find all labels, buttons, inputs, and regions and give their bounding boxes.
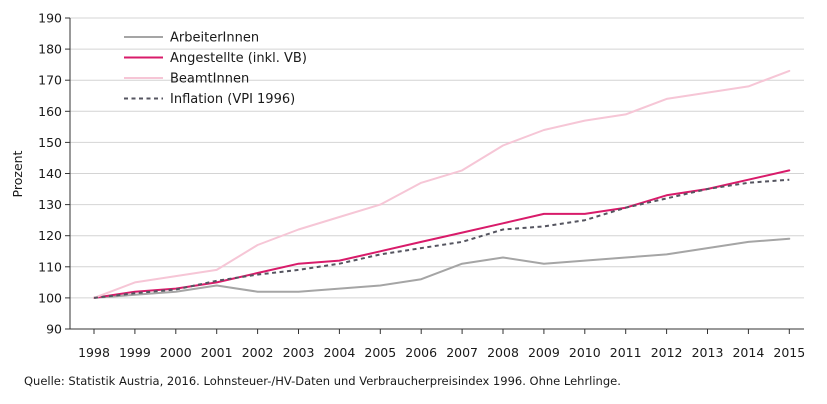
series-line-angestellte-inkl-vb [93,169,791,299]
y-tick-label: 100 [38,290,62,305]
series-lines [93,69,791,299]
legend-label: ArbeiterInnen [170,31,259,46]
y-tick-label: 160 [38,104,62,119]
x-tick-label: 2013 [692,345,724,360]
y-tick-label: 130 [38,197,62,212]
y-tick-label: 150 [38,135,62,150]
series-line-arbeiterinnen [93,237,791,299]
x-tick-label: 2005 [364,345,396,360]
y-axis-title: Prozent [10,150,25,197]
gridlines [70,17,804,330]
y-tick-label: 180 [38,42,62,57]
x-tick-label: 2004 [323,345,355,360]
x-tick-label: 2011 [610,345,642,360]
x-tick-label: 2008 [487,345,519,360]
legend-label: Angestellte (inkl. VB) [170,51,307,66]
x-tick-label: 2007 [446,345,478,360]
y-tick-label: 120 [38,228,62,243]
legend-label: BeamtInnen [170,72,249,87]
y-tick-label: 170 [38,73,62,88]
x-tick-label: 2014 [732,345,764,360]
x-axis: 1998 1999 2000 2001 2002 2003 2004 2005 2006 2007… [70,328,805,360]
x-tick-label: 2015 [773,345,805,360]
x-tick-label: 2010 [569,345,601,360]
y-tick-label: 140 [38,166,62,181]
source-note: Quelle: Statistik Austria, 2016. Lohnste… [24,374,621,388]
y-axis: 90 100 110 120 130 140 150 160 170 180 190 [38,11,71,337]
x-tick-label: 2003 [283,345,315,360]
y-tick-label: 190 [38,11,62,26]
series-line-beamtinnen [93,69,791,299]
legend-label: Inflation (VPI 1996) [170,92,295,107]
x-tick-label: 2002 [242,345,274,360]
legend: ArbeiterInnen Angestellte (inkl. VB) Beamt… [124,31,307,107]
x-tick-label: 1998 [78,345,110,360]
x-tick-label: 2012 [651,345,683,360]
x-tick-label: 2001 [201,345,233,360]
y-tick-label: 90 [46,322,62,337]
x-tick-label: 2009 [528,345,560,360]
x-tick-label: 2000 [160,345,192,360]
series-line-inflation-vpi-1996 [93,178,790,299]
x-tick-label: 2006 [405,345,437,360]
y-tick-label: 110 [38,259,62,274]
x-tick-label: 1999 [119,345,151,360]
